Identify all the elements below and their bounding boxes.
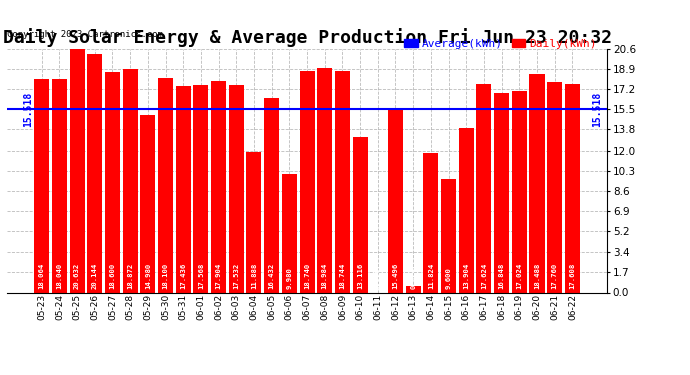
Legend: Average(kWh), Daily(kWh): Average(kWh), Daily(kWh) (400, 35, 602, 54)
Text: 0.524: 0.524 (410, 267, 416, 289)
Text: 16.848: 16.848 (499, 263, 504, 289)
Text: 15.518: 15.518 (592, 91, 602, 126)
Bar (52, 79, 67, 292)
Bar (264, 98, 279, 292)
Bar (565, 84, 580, 292)
Text: 17.624: 17.624 (481, 263, 487, 289)
Bar (547, 82, 562, 292)
Text: 18.064: 18.064 (39, 263, 45, 289)
Bar (459, 128, 474, 292)
Text: 13.904: 13.904 (463, 263, 469, 289)
Text: 0.000: 0.000 (375, 267, 381, 289)
Text: 17.024: 17.024 (516, 263, 522, 289)
Text: 20.632: 20.632 (74, 263, 80, 289)
Bar (494, 93, 509, 292)
Text: 16.432: 16.432 (268, 263, 275, 289)
Text: 18.740: 18.740 (304, 263, 310, 289)
Bar (529, 74, 544, 292)
Text: 18.872: 18.872 (127, 263, 133, 289)
Bar (476, 84, 491, 292)
Bar (406, 286, 421, 292)
Bar (176, 86, 190, 292)
Bar (246, 152, 262, 292)
Text: 13.116: 13.116 (357, 263, 363, 289)
Title: Daily Solar Energy & Average Production Fri Jun 23 20:32: Daily Solar Energy & Average Production … (3, 28, 611, 47)
Text: 18.100: 18.100 (163, 263, 168, 289)
Text: 11.888: 11.888 (251, 263, 257, 289)
Text: 17.608: 17.608 (569, 263, 575, 289)
Text: 17.568: 17.568 (198, 263, 204, 289)
Text: 20.144: 20.144 (92, 263, 98, 289)
Text: 17.904: 17.904 (215, 263, 221, 289)
Text: 15.496: 15.496 (393, 263, 399, 289)
Bar (512, 91, 527, 292)
Bar (193, 85, 208, 292)
Text: 18.040: 18.040 (57, 263, 62, 289)
Text: 17.532: 17.532 (233, 263, 239, 289)
Bar (211, 81, 226, 292)
Text: 18.488: 18.488 (534, 263, 540, 289)
Bar (353, 137, 368, 292)
Bar (335, 71, 350, 292)
Text: 18.600: 18.600 (110, 263, 115, 289)
Bar (105, 72, 120, 292)
Bar (140, 115, 155, 292)
Bar (87, 54, 102, 292)
Bar (299, 71, 315, 292)
Text: 18.984: 18.984 (322, 263, 328, 289)
Bar (282, 174, 297, 292)
Bar (441, 179, 456, 292)
Bar (34, 79, 49, 292)
Text: 17.436: 17.436 (180, 263, 186, 289)
Bar (123, 69, 138, 292)
Bar (229, 85, 244, 292)
Text: 15.518: 15.518 (23, 91, 33, 126)
Bar (158, 78, 173, 292)
Bar (424, 153, 438, 292)
Text: 17.760: 17.760 (552, 263, 558, 289)
Bar (317, 68, 333, 292)
Text: 11.824: 11.824 (428, 263, 434, 289)
Text: 9.980: 9.980 (286, 267, 293, 289)
Text: Copyright 2023 Cartronics.com: Copyright 2023 Cartronics.com (7, 30, 163, 39)
Bar (388, 109, 403, 292)
Text: 14.980: 14.980 (145, 263, 151, 289)
Text: 18.744: 18.744 (339, 263, 346, 289)
Text: 9.600: 9.600 (446, 267, 451, 289)
Bar (70, 48, 85, 292)
